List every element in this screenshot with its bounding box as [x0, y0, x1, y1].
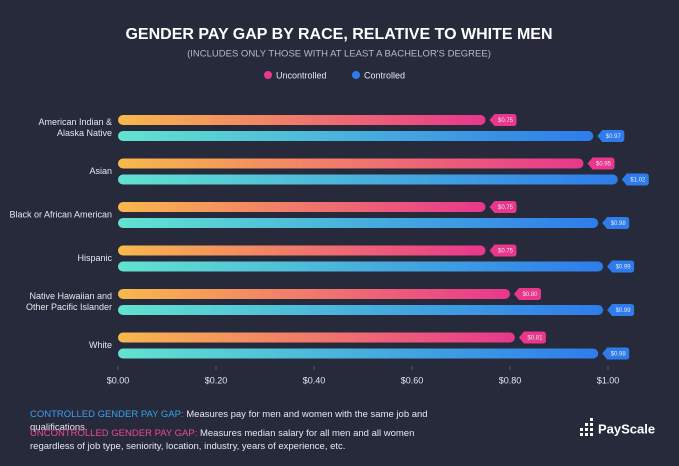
value-label: $1.02 [630, 178, 646, 184]
bar [118, 261, 604, 272]
value-label: $0.98 [611, 221, 627, 227]
bar [118, 131, 594, 141]
value-tag [621, 173, 649, 186]
value-tag [607, 304, 635, 316]
logo-icon [580, 418, 593, 436]
category-label: Alaska Native [57, 128, 112, 138]
value-tag [597, 130, 625, 142]
chart-subtitle: (INCLUDES ONLY THOSE WITH AT LEAST A BAC… [187, 49, 491, 60]
value-label: $0.75 [498, 118, 514, 124]
legend-label: Controlled [364, 70, 405, 80]
note: UNCONTROLLED GENDER PAY GAP: Measures me… [30, 427, 450, 453]
note: CONTROLLED GENDER PAY GAP: Measures pay … [30, 408, 450, 434]
value-label: $0.75 [498, 249, 514, 255]
bar [118, 115, 486, 125]
legend-marker [264, 71, 272, 79]
value-tag [489, 201, 517, 213]
bar [118, 245, 486, 256]
value-label: $0.80 [522, 292, 538, 298]
category-label: Black or African American [9, 209, 112, 219]
x-tick-label: $1.00 [597, 375, 620, 385]
bar [118, 305, 604, 315]
value-tag [602, 347, 630, 360]
note-text: Measures median salary for all men and a… [30, 428, 415, 452]
bar [118, 289, 510, 299]
bar [118, 174, 618, 185]
category-label: American Indian & [38, 117, 112, 127]
bar [118, 348, 599, 359]
bar [118, 158, 584, 169]
category-label: White [89, 340, 112, 350]
value-tag [489, 114, 517, 126]
x-tick-label: $0.60 [401, 375, 424, 385]
bar [118, 332, 515, 343]
value-label: $0.99 [616, 265, 632, 271]
value-tag [518, 331, 546, 344]
note-text: Measures pay for men and women with the … [30, 409, 428, 433]
x-tick-label: $0.40 [303, 375, 326, 385]
logo-text: PayScale [598, 421, 655, 436]
value-label: $0.75 [498, 205, 514, 211]
value-label: $0.98 [611, 352, 627, 358]
category-label: Other Pacific Islander [26, 302, 112, 312]
value-tag [514, 288, 541, 300]
note-term: UNCONTROLLED GENDER PAY GAP: [30, 428, 198, 439]
x-tick-label: $0.80 [499, 375, 522, 385]
category-label: Asian [89, 166, 112, 176]
value-label: $0.99 [616, 308, 632, 314]
legend-label: Uncontrolled [276, 70, 327, 80]
x-tick-label: $0.20 [205, 375, 228, 385]
x-tick-label: $0.00 [107, 375, 130, 385]
bar [118, 202, 486, 212]
value-tag [587, 157, 615, 170]
note-term: CONTROLLED GENDER PAY GAP: [30, 409, 184, 420]
bar [118, 218, 599, 228]
value-tag [489, 244, 517, 257]
value-tag [607, 260, 635, 273]
value-label: $0.81 [527, 336, 543, 342]
chart-title: GENDER PAY GAP BY RACE, RELATIVE TO WHIT… [125, 26, 552, 43]
category-label: Hispanic [77, 253, 112, 263]
value-tag [602, 217, 630, 229]
category-label: Native Hawaiian and [29, 291, 112, 301]
value-label: $0.97 [606, 134, 622, 140]
value-label: $0.95 [596, 162, 612, 168]
legend-marker [352, 71, 360, 79]
